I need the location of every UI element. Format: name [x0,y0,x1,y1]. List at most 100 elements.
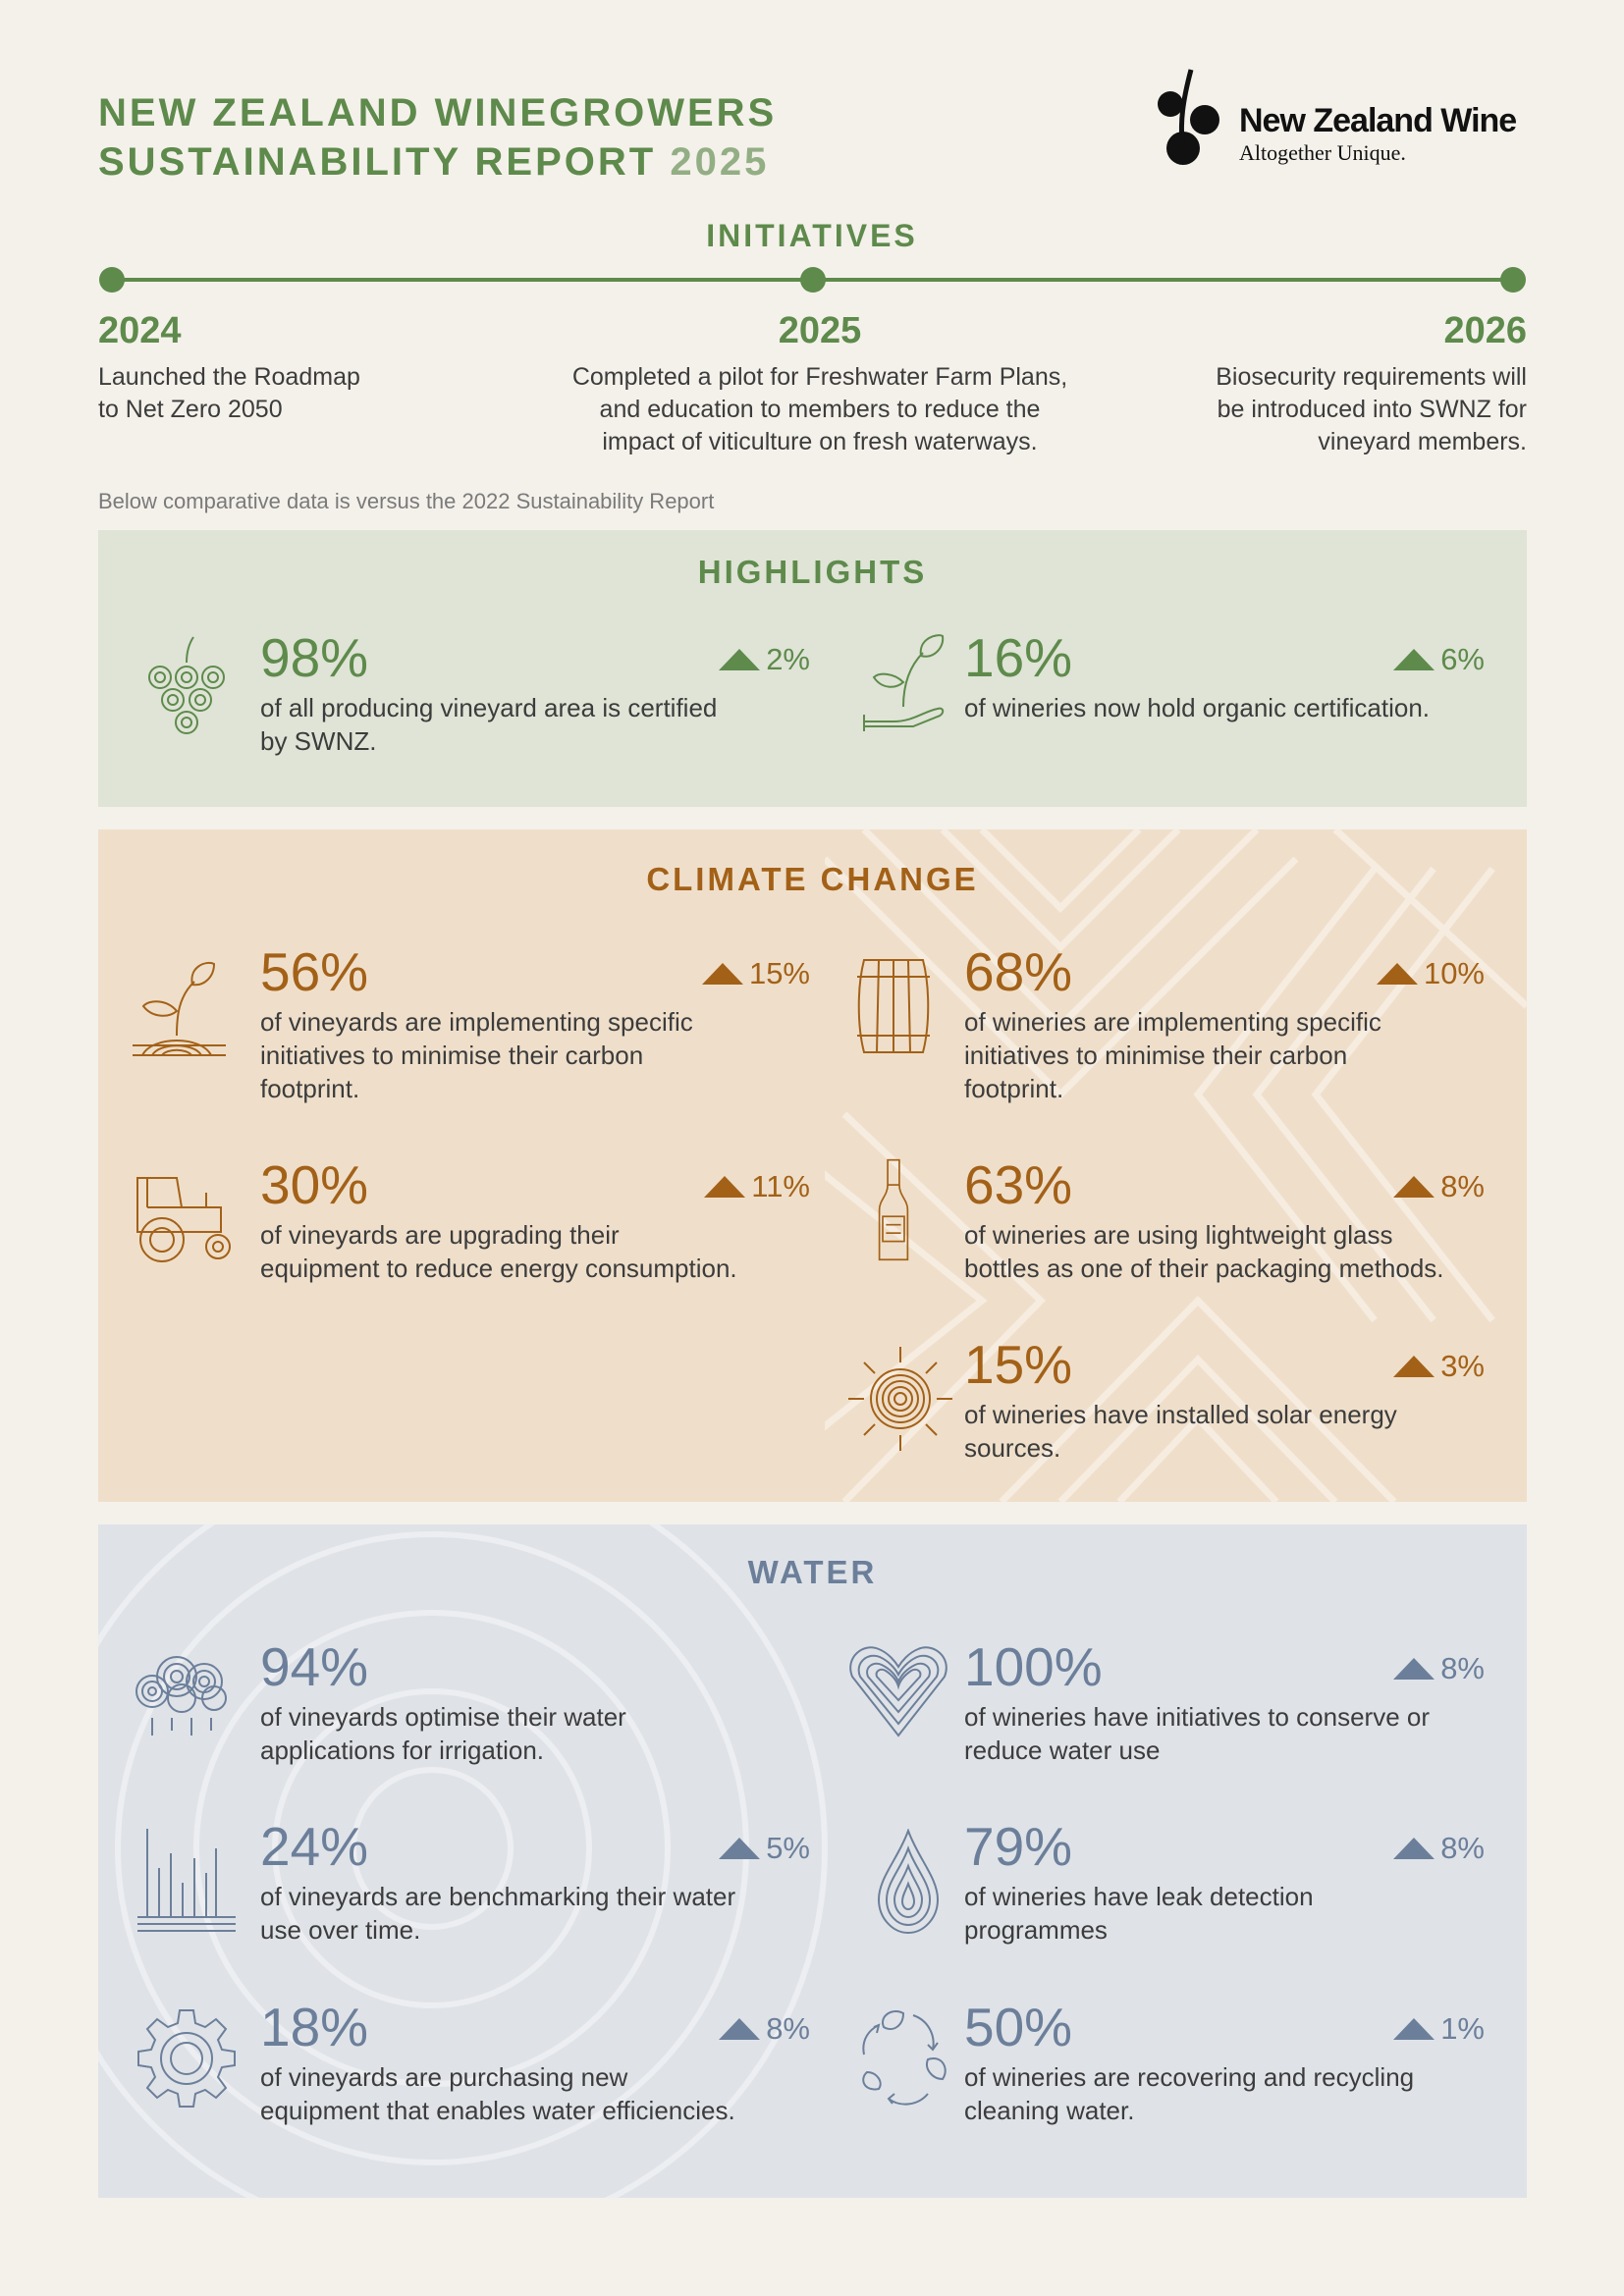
water-drop-icon [877,1829,940,1935]
stat-change: 3% [1393,1349,1485,1384]
water-stat-recycling: 50% 1% of wineries are recovering and re… [964,1998,1485,2127]
stat-change: 10% [1376,956,1485,991]
climate-stat-vineyards-equipment: 30% 11% of vineyards are upgrading their… [260,1155,810,1285]
climate-stat-lightweight-bottles: 63% 8% of wineries are using lightweight… [964,1155,1485,1285]
water-stat-leak-detection: 79% 8% of wineries have leak detection p… [964,1817,1485,1947]
stat-description: of vineyards optimise their water applic… [260,1702,626,1765]
initiatives-heading: INITIATIVES [706,218,918,253]
timeline-dot-2025 [800,267,826,293]
comparison-note: Below comparative data is versus the 202… [98,489,715,513]
stat-value: 50% [964,1997,1073,2057]
stat-description: of wineries have installed solar energy … [964,1400,1397,1463]
tractor-icon [136,1177,231,1262]
stat-description: of wineries now hold organic certificati… [964,693,1431,722]
increase-triangle-icon [701,963,743,985]
initiative-year-2024: 2024 [98,310,182,351]
stat-description: of wineries are using lightweight glass … [964,1220,1444,1283]
rain-cloud-icon [135,1656,227,1735]
stat-value: 16% [964,627,1073,688]
stat-change: 8% [1393,1169,1485,1204]
initiative-text-2025: Completed a pilot for Freshwater Farm Pl… [571,363,1068,455]
climate-stat-solar: 15% 3% of wineries have installed solar … [964,1335,1485,1465]
increase-triangle-icon [1393,1658,1435,1680]
stat-description: of wineries have initiatives to conserve… [964,1702,1431,1765]
bar-chart-icon [137,1829,236,1932]
stat-description: of wineries are recovering and recycling… [964,2062,1415,2125]
stat-change: 8% [719,2011,810,2047]
stat-description: of vineyards are benchmarking their wate… [260,1882,736,1945]
brand-name: New Zealand Wine [1239,102,1517,139]
stat-value: 79% [964,1816,1073,1877]
increase-triangle-icon [1393,649,1435,670]
stat-value: 18% [260,1997,369,2057]
initiative-year-2026: 2026 [1443,310,1527,351]
climate-change-heading: CLIMATE CHANGE [646,861,979,897]
initiative-text-2024: Launched the Roadmap to Net Zero 2050 [98,363,360,423]
increase-triangle-icon [1393,1838,1435,1859]
report-title: NEW ZEALAND WINEGROWERS SUSTAINABILITY R… [98,88,777,187]
initiative-year-2025: 2025 [778,310,862,351]
title-line-2: SUSTAINABILITY REPORT 2025 [98,140,770,184]
stat-change: 15% [701,956,810,991]
stat-description: of wineries have leak detection programm… [964,1882,1314,1945]
stat-value: 94% [260,1636,369,1697]
water-stat-benchmarking: 24% 5% of vineyards are benchmarking the… [260,1817,810,1947]
stat-description: of vineyards are implementing specific i… [260,1007,693,1103]
water-panel: WATER 94% of vineyards optimise their wa… [98,1524,1527,2198]
stat-change: 1% [1393,2011,1485,2047]
title-line-1: NEW ZEALAND WINEGROWERS [98,91,778,134]
bottle-icon [878,1158,909,1261]
stat-value: 68% [964,941,1073,1002]
stat-description: of all producing vineyard area is certif… [260,693,718,756]
nz-wine-logo-icon [1158,69,1219,165]
stat-change: 6% [1393,642,1485,677]
increase-triangle-icon [719,2018,761,2040]
stat-change: 11% [704,1169,810,1204]
sun-icon [848,1347,952,1451]
stat-description: of vineyards are purchasing new equipmen… [260,2062,735,2125]
increase-triangle-icon [1376,963,1418,985]
increase-triangle-icon [1393,1356,1435,1377]
highlight-stat-vineyard-certified: 98% 2% of all producing vineyard area is… [260,628,810,758]
heart-icon [849,1646,947,1737]
water-stat-conserve: 100% 8% of wineries have initiatives to … [964,1637,1485,1767]
climate-stat-wineries-carbon: 68% 10% of wineries are implementing spe… [964,942,1485,1105]
seedling-icon [133,962,226,1056]
chevron-pattern [825,829,1527,1502]
highlights-heading: HIGHLIGHTS [697,554,928,590]
barrel-icon [857,959,930,1053]
increase-triangle-icon [719,649,761,670]
highlights-panel: HIGHLIGHTS 98% 2% of all producing viney… [98,530,1527,807]
brand-tagline: Altogether Unique. [1239,140,1406,165]
recycle-leaves-icon [862,2009,947,2106]
grapes-icon [148,636,225,734]
sprout-in-hand-icon [863,634,945,731]
timeline-dot-2026 [1500,267,1526,293]
increase-triangle-icon [1393,2018,1435,2040]
stat-value: 56% [260,941,369,1002]
timeline-dot-2024 [99,267,125,293]
stat-change: 8% [1393,1651,1485,1686]
stat-change: 5% [719,1831,810,1866]
stat-value: 30% [260,1154,369,1215]
timeline [99,267,1526,293]
water-heading: WATER [747,1554,878,1590]
stat-value: 63% [964,1154,1073,1215]
climate-stat-vineyards-carbon: 56% 15% of vineyards are implementing sp… [260,942,810,1105]
initiative-text-2026: Biosecurity requirements will be introdu… [1216,363,1527,455]
stat-description: of vineyards are upgrading their equipme… [260,1220,737,1283]
stat-change: 8% [1393,1831,1485,1866]
water-stat-irrigation: 94% of vineyards optimise their water ap… [260,1637,810,1767]
climate-change-panel: CLIMATE CHANGE 56% 15% of vineyards are … [98,829,1527,1502]
stat-value: 15% [964,1334,1073,1395]
water-stat-new-equipment: 18% 8% of vineyards are purchasing new e… [260,1998,810,2127]
increase-triangle-icon [719,1838,761,1859]
gear-icon [137,2009,236,2108]
stat-description: of wineries are implementing specific in… [964,1007,1381,1103]
stat-value: 100% [964,1636,1103,1697]
stat-value: 98% [260,627,369,688]
title-year: 2025 [670,140,770,184]
stat-change: 2% [719,642,810,677]
increase-triangle-icon [1393,1176,1435,1198]
stat-value: 24% [260,1816,369,1877]
